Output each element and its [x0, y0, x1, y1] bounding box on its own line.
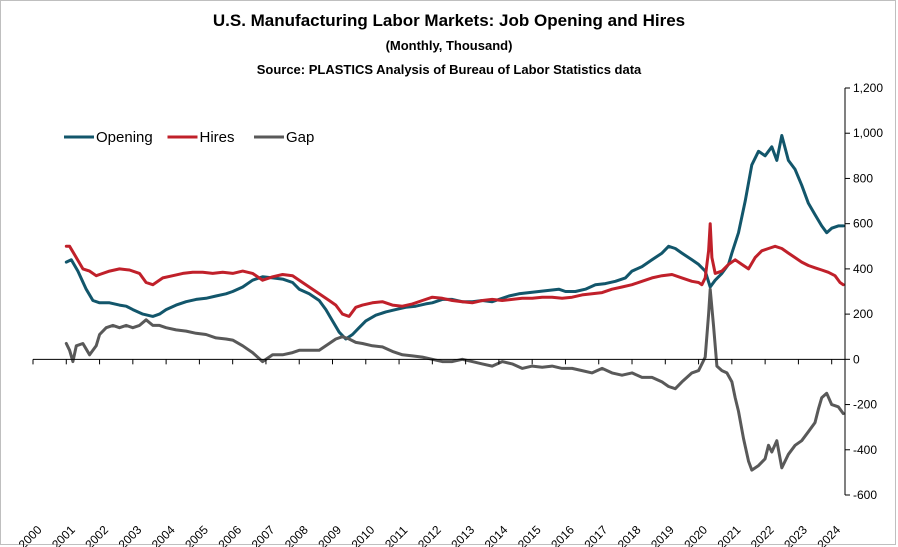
x-tick-label: 2009: [315, 523, 344, 547]
x-tick-label: 2015: [515, 523, 544, 547]
x-tick-label: 2000: [16, 523, 45, 547]
x-tick-label: 2022: [748, 523, 777, 547]
legend-label-opening: Opening: [96, 129, 153, 146]
x-tick-label: 2016: [548, 523, 577, 547]
x-tick-label: 2012: [415, 523, 444, 547]
chart-source: Source: PLASTICS Analysis of Bureau of L…: [256, 62, 642, 77]
x-tick-label: 2004: [149, 523, 178, 547]
legend-label-hires: Hires: [200, 129, 235, 146]
series-line-gap: [64, 287, 845, 472]
chart-title: U.S. Manufacturing Labor Markets: Job Op…: [212, 11, 686, 30]
axes-layer: [32, 87, 850, 496]
x-tick-label: 2010: [349, 523, 378, 547]
y-tick-label: 1,000: [853, 126, 883, 140]
series-line-hires: [64, 222, 845, 318]
x-tick-label: 2021: [715, 523, 744, 547]
y-tick-label: -200: [853, 398, 877, 412]
y-tick-label: -400: [853, 443, 877, 457]
x-tick-labels: 2000 2001 2002 2003 2004 2005 2006 2007 2008 2009…: [16, 523, 844, 547]
x-tick-label: 2014: [482, 523, 511, 547]
series-layer: [64, 134, 845, 472]
y-tick-label: 0: [853, 352, 860, 366]
x-tick-label: 2018: [615, 523, 644, 547]
legend: Opening Hires Gap: [64, 129, 314, 146]
y-tick-label: 200: [853, 307, 873, 321]
y-tick-label: 1,200: [853, 81, 883, 95]
y-tick-label: 400: [853, 262, 873, 276]
y-tick-labels: 1,200 1,000 800 600 400 200 0 -200 -400 -600: [853, 81, 883, 502]
x-tick-label: 2008: [282, 523, 311, 547]
x-tick-label: 2001: [49, 523, 78, 547]
x-tick-label: 2019: [648, 523, 677, 547]
y-tick-label: -600: [853, 488, 877, 502]
x-tick-label: 2023: [781, 523, 810, 547]
series-line-opening: [64, 134, 845, 341]
x-tick-label: 2002: [82, 523, 111, 547]
x-tick-label: 2007: [249, 523, 278, 547]
legend-label-gap: Gap: [286, 129, 314, 146]
x-tick-label: 2013: [448, 523, 477, 547]
y-tick-label: 800: [853, 171, 873, 185]
chart-subtitle: (Monthly, Thousand): [385, 38, 513, 53]
x-tick-label: 2020: [681, 523, 710, 547]
y-tick-label: 600: [853, 217, 873, 231]
x-tick-label: 2024: [814, 523, 843, 547]
x-tick-label: 2017: [582, 523, 611, 547]
x-tick-label: 2006: [215, 523, 244, 547]
x-tick-label: 2011: [382, 523, 410, 547]
x-tick-label: 2005: [182, 523, 211, 547]
x-tick-label: 2003: [116, 523, 145, 547]
